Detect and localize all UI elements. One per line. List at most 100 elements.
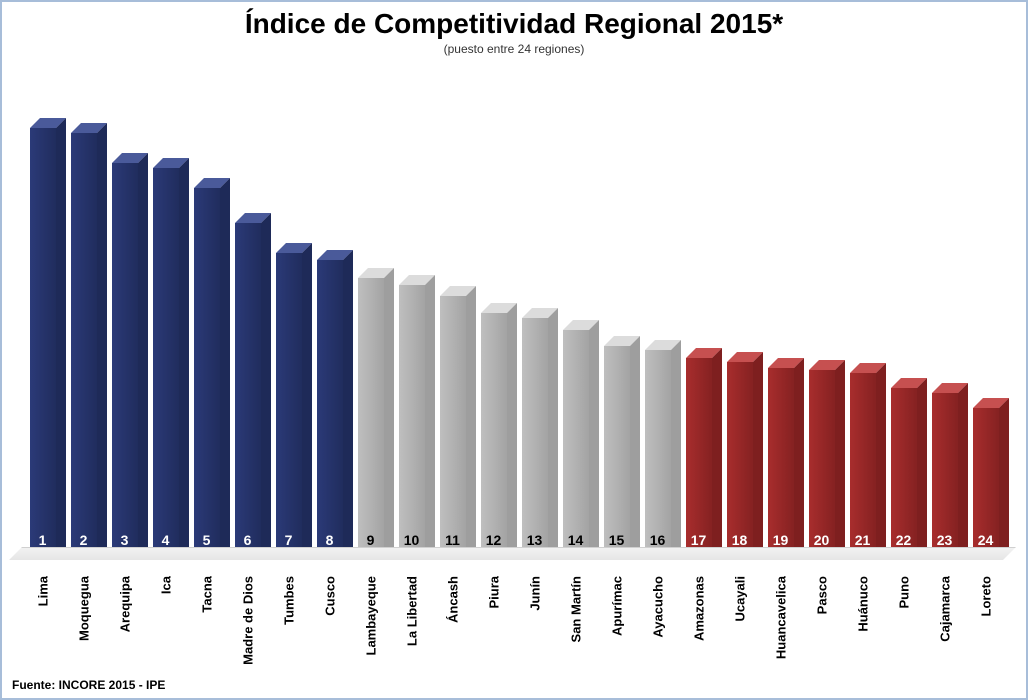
- chart-source: Fuente: INCORE 2015 - IPE: [12, 678, 165, 692]
- bar-slot: 5: [187, 188, 226, 558]
- bar-front: 6: [235, 223, 261, 558]
- bar-rank-label: 8: [317, 532, 343, 548]
- bar-rank-label: 3: [112, 532, 138, 548]
- bar: 3: [112, 163, 138, 558]
- bar-front: 8: [317, 260, 343, 558]
- bar-front: 11: [440, 296, 466, 558]
- category-label-slot: Arequipa: [104, 576, 145, 686]
- bar: 7: [276, 253, 302, 558]
- category-label-slot: Lima: [22, 576, 63, 686]
- bar-rank-label: 11: [440, 532, 466, 548]
- bar-rank-label: 5: [194, 532, 220, 548]
- category-label-slot: Cajamarca: [924, 576, 965, 686]
- category-label-slot: Ayacucho: [637, 576, 678, 686]
- bar-front: 4: [153, 168, 179, 558]
- category-label: Lambayeque: [363, 576, 378, 655]
- bar-front: 9: [358, 278, 384, 558]
- category-label: Pasco: [814, 576, 829, 614]
- category-label: Ayacucho: [650, 576, 665, 638]
- bar-rank-label: 18: [727, 532, 753, 548]
- bar-slot: 15: [597, 346, 636, 558]
- category-label-slot: Puno: [883, 576, 924, 686]
- bar-slot: 7: [269, 253, 308, 558]
- bar-slot: 12: [474, 313, 513, 558]
- category-label-slot: Ica: [145, 576, 186, 686]
- bar: 4: [153, 168, 179, 558]
- bar-front: 22: [891, 388, 917, 558]
- category-label-slot: Huancavelica: [760, 576, 801, 686]
- category-label: Arequipa: [117, 576, 132, 632]
- category-labels-row: Lima Moquegua Arequipa Ica Tacna Madre de Dio…: [22, 576, 1006, 686]
- category-label: Lima: [35, 576, 50, 606]
- category-label: Junín: [527, 576, 542, 611]
- bar-rank-label: 17: [686, 532, 712, 548]
- chart-subtitle: (puesto entre 24 regiones): [2, 42, 1026, 56]
- category-label-slot: Cusco: [309, 576, 350, 686]
- category-label: Ica: [158, 576, 173, 594]
- bar: 20: [809, 370, 835, 558]
- bar-front: 3: [112, 163, 138, 558]
- bar: 24: [973, 408, 999, 558]
- bar-front: 13: [522, 318, 548, 558]
- chart-plot-area: 123456789101112131415161718192021222324: [22, 92, 1006, 558]
- bar-rank-label: 20: [809, 532, 835, 548]
- bar-slot: 13: [515, 318, 554, 558]
- bar-front: 24: [973, 408, 999, 558]
- bar: 22: [891, 388, 917, 558]
- category-label-slot: Loreto: [965, 576, 1006, 686]
- chart-frame: Índice de Competitividad Regional 2015* …: [0, 0, 1028, 700]
- bar-side-face: [999, 398, 1009, 558]
- bar-front: 15: [604, 346, 630, 558]
- bar-slot: 21: [843, 373, 882, 558]
- category-label: Moquegua: [76, 576, 91, 641]
- bar-front: 18: [727, 362, 753, 558]
- category-label-slot: San Martín: [555, 576, 596, 686]
- category-label-slot: Piura: [473, 576, 514, 686]
- bar-rank-label: 15: [604, 532, 630, 548]
- bar-rank-label: 13: [522, 532, 548, 548]
- category-label-slot: Tacna: [186, 576, 227, 686]
- category-label-slot: Áncash: [432, 576, 473, 686]
- category-label-slot: Apurímac: [596, 576, 637, 686]
- bar-rank-label: 24: [973, 532, 999, 548]
- bar-rank-label: 16: [645, 532, 671, 548]
- category-label: Piura: [486, 576, 501, 609]
- bar-slot: 11: [433, 296, 472, 558]
- bar: 11: [440, 296, 466, 558]
- bar-slot: 24: [966, 408, 1005, 558]
- category-label: San Martín: [568, 576, 583, 642]
- category-label-slot: Pasco: [801, 576, 842, 686]
- category-label-slot: Lambayeque: [350, 576, 391, 686]
- category-label: Puno: [896, 576, 911, 609]
- category-label-slot: La Libertad: [391, 576, 432, 686]
- category-label: Tacna: [199, 576, 214, 613]
- bar-front: 20: [809, 370, 835, 558]
- bar: 6: [235, 223, 261, 558]
- bar: 23: [932, 393, 958, 558]
- bar-rank-label: 23: [932, 532, 958, 548]
- bar-front: 19: [768, 368, 794, 558]
- category-label: Amazonas: [691, 576, 706, 641]
- bar-front: 23: [932, 393, 958, 558]
- category-label: Huánuco: [855, 576, 870, 632]
- bar-slot: 8: [310, 260, 349, 558]
- bar-slot: 9: [351, 278, 390, 558]
- bar-rank-label: 19: [768, 532, 794, 548]
- category-label: Loreto: [978, 576, 993, 616]
- chart-title: Índice de Competitividad Regional 2015*: [2, 8, 1026, 40]
- bar: 15: [604, 346, 630, 558]
- bar-front: 7: [276, 253, 302, 558]
- bar-front: 21: [850, 373, 876, 558]
- bar: 13: [522, 318, 548, 558]
- category-label-slot: Junín: [514, 576, 555, 686]
- category-label-slot: Madre de Dios: [227, 576, 268, 686]
- bar: 2: [71, 133, 97, 558]
- bar-front: 16: [645, 350, 671, 558]
- category-label: Ucayali: [732, 576, 747, 622]
- bar-slot: 16: [638, 350, 677, 558]
- category-label-slot: Huánuco: [842, 576, 883, 686]
- bar-rank-label: 2: [71, 532, 97, 548]
- bar-front: 5: [194, 188, 220, 558]
- bar: 18: [727, 362, 753, 558]
- bar-front: 17: [686, 358, 712, 558]
